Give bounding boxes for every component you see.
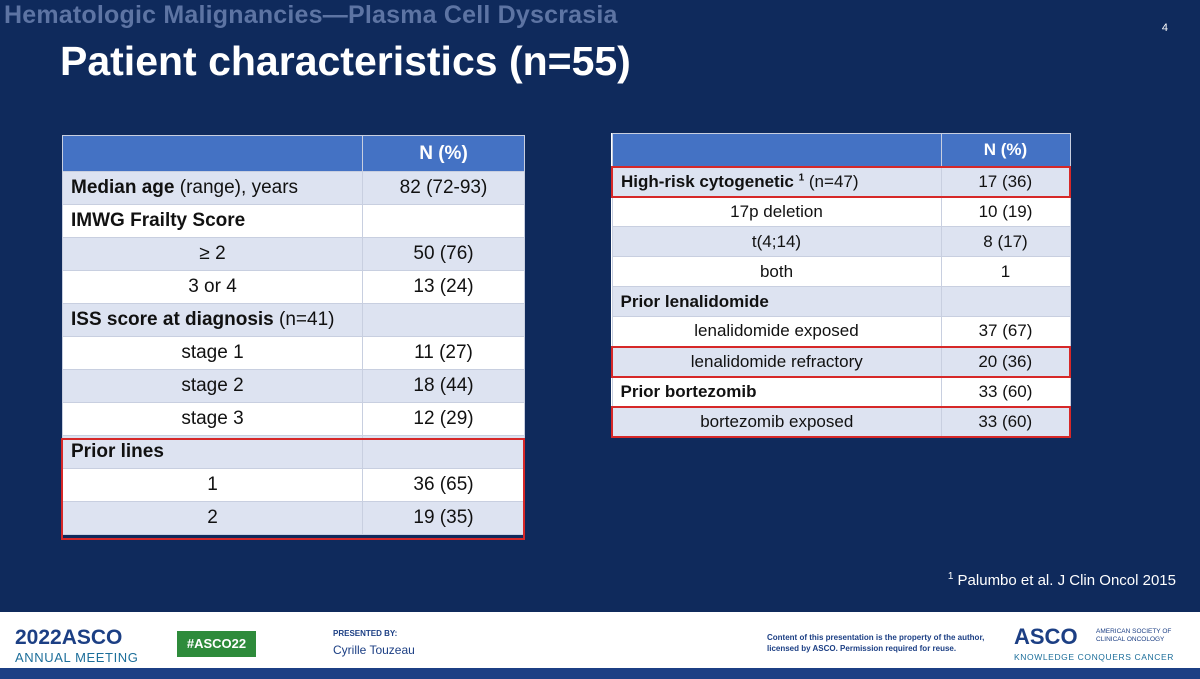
table-row: 17p deletion 10 (19) [611, 196, 1071, 227]
row-label-rest: (n=41) [273, 309, 335, 330]
slide-number: 4 [1161, 22, 1168, 34]
row-value: 20 (36) [940, 345, 1071, 378]
row-label: Prior bortezomib [611, 376, 942, 407]
row-label: both [611, 256, 942, 287]
row-value [362, 204, 525, 238]
row-value: 37 (67) [940, 316, 1071, 347]
row-label: bortezomib exposed [611, 405, 942, 438]
meeting-asco: ASCO [61, 626, 123, 649]
row-label: lenalidomide exposed [611, 316, 942, 347]
row-label-bold: IMWG Frailty Score [71, 210, 246, 231]
table-row-highlighted: High-risk cytogenetic 1 (n=47) 17 (36) [611, 165, 1071, 198]
slide: Hematologic Malignancies—Plasma Cell Dys… [4, 1, 1176, 589]
row-label-bold: Prior lines [71, 441, 164, 462]
row-value: 13 (24) [362, 270, 525, 304]
table-row: 3 or 4 13 (24) [62, 270, 525, 304]
row-value: 10 (19) [940, 196, 1071, 227]
footer-strip [0, 668, 1200, 679]
table-row: IMWG Frailty Score [62, 204, 525, 238]
row-label: IMWG Frailty Score [62, 204, 363, 238]
table-header-blank [611, 133, 942, 167]
table-header-row: N (%) [62, 135, 525, 172]
annual-meeting-label: ANNUAL MEETING [15, 650, 139, 665]
table-row: stage 2 18 (44) [62, 369, 525, 403]
table-row: Prior lines [62, 435, 525, 469]
table-header-n-percent: N (%) [362, 135, 525, 172]
meeting-year: 2022 [15, 626, 62, 649]
table-row: stage 3 12 (29) [62, 402, 525, 436]
row-label: stage 1 [62, 336, 363, 370]
row-label: stage 2 [62, 369, 363, 403]
row-label: t(4;14) [611, 226, 942, 257]
row-label-bold: Prior lenalidomide [620, 291, 769, 311]
table-row: ≥ 2 50 (76) [62, 237, 525, 271]
table-row: Prior lenalidomide [611, 286, 1071, 317]
asco-society-name: AMERICAN SOCIETY OF CLINICAL ONCOLOGY [1096, 628, 1172, 643]
footnote-marker: 1 [947, 571, 954, 582]
row-label: stage 3 [62, 402, 363, 436]
table-row-highlighted: bortezomib exposed 33 (60) [611, 405, 1071, 438]
row-value: 1 [940, 256, 1071, 287]
row-label: Prior lines [62, 435, 363, 469]
footnote: 1 Palumbo et al. J Clin Oncol 2015 [948, 571, 1176, 589]
row-value: 17 (36) [940, 165, 1071, 198]
table-row: lenalidomide exposed 37 (67) [611, 316, 1071, 347]
row-value: 33 (60) [940, 405, 1071, 438]
row-label: ISS score at diagnosis (n=41) [62, 303, 363, 337]
row-label: Median age (range), years [62, 171, 363, 205]
row-label: ≥ 2 [62, 237, 363, 271]
row-label: Prior lenalidomide [611, 286, 942, 317]
row-label-rest: (n=47) [804, 171, 859, 191]
table-header-row: N (%) [611, 133, 1071, 167]
meeting-logo: 2022ASCO [15, 626, 122, 650]
row-label-rest: (range), years [174, 177, 299, 198]
footnote-ref: 1 [798, 171, 805, 183]
row-label-bold: ISS score at diagnosis [71, 309, 274, 330]
row-value [362, 435, 525, 469]
table-row: both 1 [611, 256, 1071, 287]
row-label: High-risk cytogenetic 1 (n=47) [611, 165, 942, 198]
table-row: Prior bortezomib 33 (60) [611, 376, 1071, 407]
row-label-bold: Median age [71, 177, 175, 198]
row-value: 82 (72-93) [362, 171, 525, 205]
asco-tagline: KNOWLEDGE CONQUERS CANCER [1014, 652, 1174, 662]
row-value: 50 (76) [362, 237, 525, 271]
table-row: 1 36 (65) [62, 468, 525, 502]
row-value [940, 286, 1071, 317]
presenter-name: Cyrille Touzeau [333, 643, 415, 657]
table-row: 2 19 (35) [62, 501, 525, 535]
row-value: 18 (44) [362, 369, 525, 403]
row-label: 3 or 4 [62, 270, 363, 304]
row-value: 8 (17) [940, 226, 1071, 257]
table-row: Median age (range), years 82 (72-93) [62, 171, 525, 205]
table-row: stage 1 11 (27) [62, 336, 525, 370]
hashtag-badge: #ASCO22 [177, 631, 256, 657]
left-characteristics-table: N (%) Median age (range), years 82 (72-9… [62, 135, 525, 535]
page-title: Patient characteristics (n=55) [60, 38, 631, 84]
row-value: 36 (65) [362, 468, 525, 502]
right-characteristics-table: N (%) High-risk cytogenetic 1 (n=47) 17 … [611, 133, 1071, 438]
row-label: 17p deletion [611, 196, 942, 227]
row-label: 2 [62, 501, 363, 535]
row-label: 1 [62, 468, 363, 502]
asco-logo: ASCO [1014, 624, 1078, 649]
presented-by-label: PRESENTED BY: [333, 629, 398, 638]
table-row: t(4;14) 8 (17) [611, 226, 1071, 257]
row-label-bold: High-risk cytogenetic [621, 171, 799, 191]
row-value: 11 (27) [362, 336, 525, 370]
row-label-bold: Prior bortezomib [620, 381, 757, 401]
copyright-disclaimer: Content of this presentation is the prop… [767, 633, 985, 653]
row-value: 19 (35) [362, 501, 525, 535]
footnote-text: Palumbo et al. J Clin Oncol 2015 [953, 572, 1176, 589]
table-header-n-percent: N (%) [940, 133, 1071, 167]
row-value: 12 (29) [362, 402, 525, 436]
table-header-blank [62, 135, 363, 172]
row-value: 33 (60) [940, 376, 1071, 407]
table-row-highlighted: lenalidomide refractory 20 (36) [611, 345, 1071, 378]
row-label: lenalidomide refractory [611, 345, 942, 378]
session-title: Hematologic Malignancies—Plasma Cell Dys… [4, 1, 618, 29]
row-value [362, 303, 525, 337]
footer-bar: 2022ASCO ANNUAL MEETING #ASCO22 PRESENTE… [0, 612, 1200, 668]
table-row: ISS score at diagnosis (n=41) [62, 303, 525, 337]
